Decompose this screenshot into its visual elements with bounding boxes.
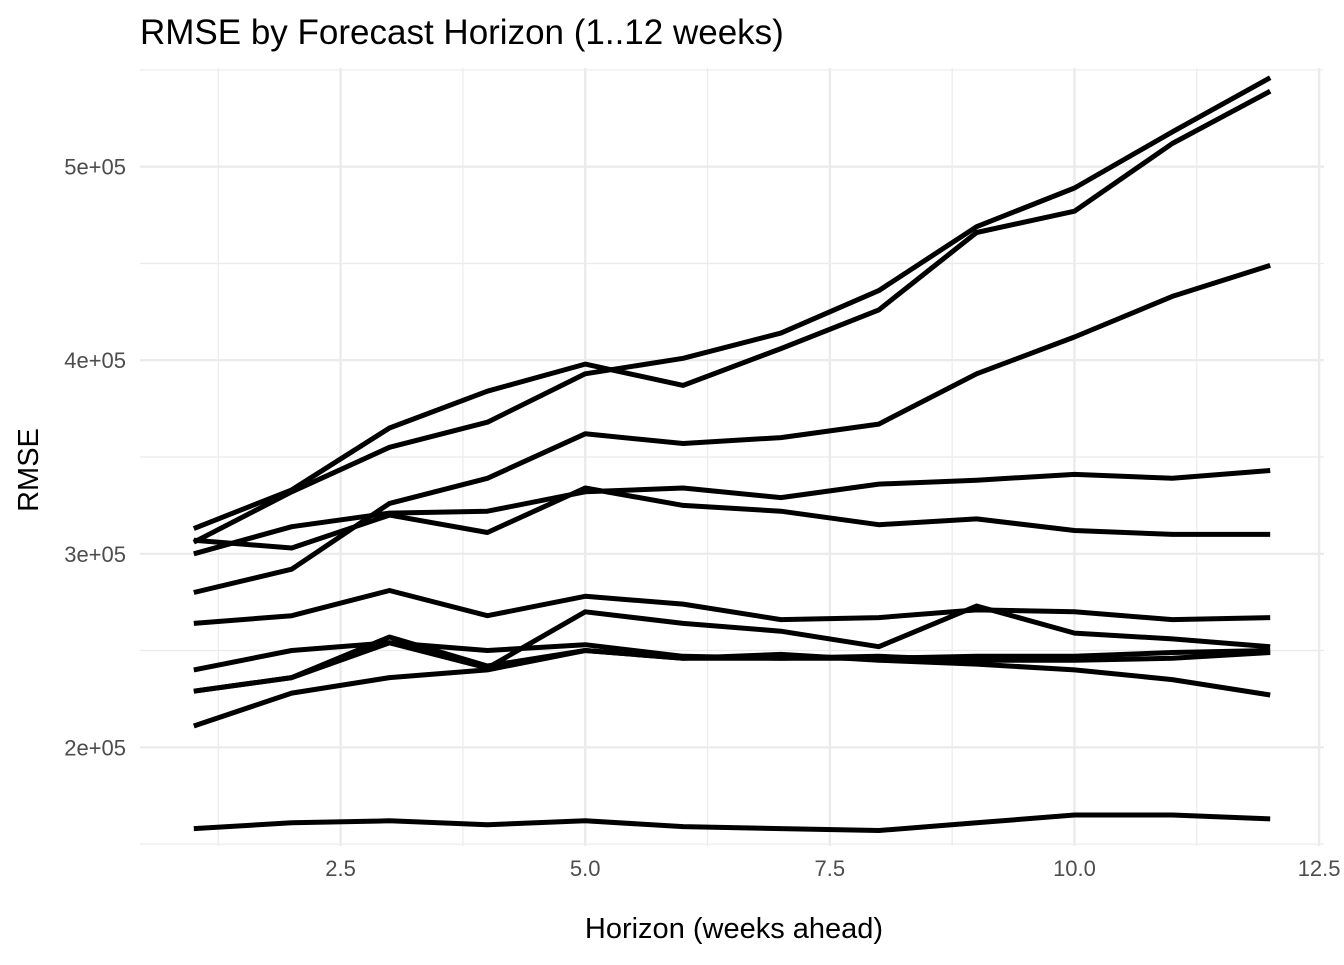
x-tick-label: 5.0 — [570, 856, 601, 881]
x-tick-label: 7.5 — [815, 856, 846, 881]
series-line-10 — [193, 640, 1271, 694]
y-tick-label: 4e+05 — [64, 348, 126, 373]
series-line-3 — [193, 263, 1271, 595]
x-axis-title: Horizon (weeks ahead) — [585, 913, 883, 945]
chart-title: RMSE by Forecast Horizon (1..12 weeks) — [140, 13, 784, 52]
x-tick-label: 10.0 — [1053, 856, 1096, 881]
series-line-11 — [193, 812, 1271, 833]
x-tick-label: 12.5 — [1298, 856, 1341, 881]
y-tick-label: 2e+05 — [64, 735, 126, 760]
x-tick-label: 2.5 — [325, 856, 356, 881]
series-line-1 — [192, 88, 1272, 531]
gridlines — [140, 68, 1324, 846]
series-line-6 — [193, 588, 1271, 626]
series-lines — [192, 75, 1272, 833]
series-line-5 — [193, 485, 1271, 551]
y-tick-label: 5e+05 — [64, 155, 126, 180]
series-line-2 — [192, 75, 1272, 545]
series-line-4 — [193, 468, 1271, 557]
y-axis-title: RMSE — [13, 428, 45, 512]
y-tick-label: 3e+05 — [64, 542, 126, 567]
tick-labels: 2.5 5.0 7.5 10.0 12.5 2e+05 3e+05 4e+05 5e+05 — [64, 155, 1340, 881]
